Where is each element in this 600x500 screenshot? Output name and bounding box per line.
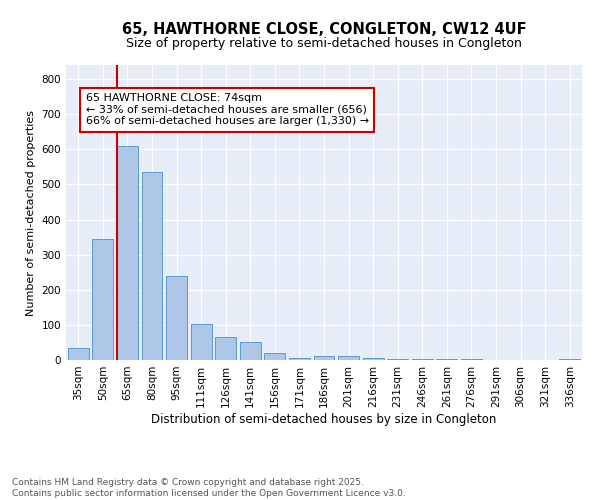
Bar: [265, 353, 286, 360]
Text: Size of property relative to semi-detached houses in Congleton: Size of property relative to semi-detach…: [126, 38, 522, 51]
Text: Contains HM Land Registry data © Crown copyright and database right 2025.
Contai: Contains HM Land Registry data © Crown c…: [12, 478, 406, 498]
Bar: [338, 356, 359, 360]
Bar: [117, 146, 138, 360]
Bar: [142, 172, 163, 360]
Bar: [559, 359, 580, 360]
X-axis label: Distribution of semi-detached houses by size in Congleton: Distribution of semi-detached houses by …: [151, 412, 497, 426]
Bar: [92, 239, 113, 360]
Bar: [412, 359, 433, 360]
Bar: [68, 348, 89, 360]
Bar: [387, 359, 408, 360]
Bar: [240, 342, 261, 360]
Bar: [191, 324, 212, 360]
Text: 65, HAWTHORNE CLOSE, CONGLETON, CW12 4UF: 65, HAWTHORNE CLOSE, CONGLETON, CW12 4UF: [122, 22, 526, 38]
Y-axis label: Number of semi-detached properties: Number of semi-detached properties: [26, 110, 36, 316]
Bar: [289, 358, 310, 360]
Bar: [362, 358, 383, 360]
Bar: [215, 337, 236, 360]
Bar: [166, 276, 187, 360]
Text: 65 HAWTHORNE CLOSE: 74sqm
← 33% of semi-detached houses are smaller (656)
66% of: 65 HAWTHORNE CLOSE: 74sqm ← 33% of semi-…: [86, 93, 369, 126]
Bar: [314, 356, 334, 360]
